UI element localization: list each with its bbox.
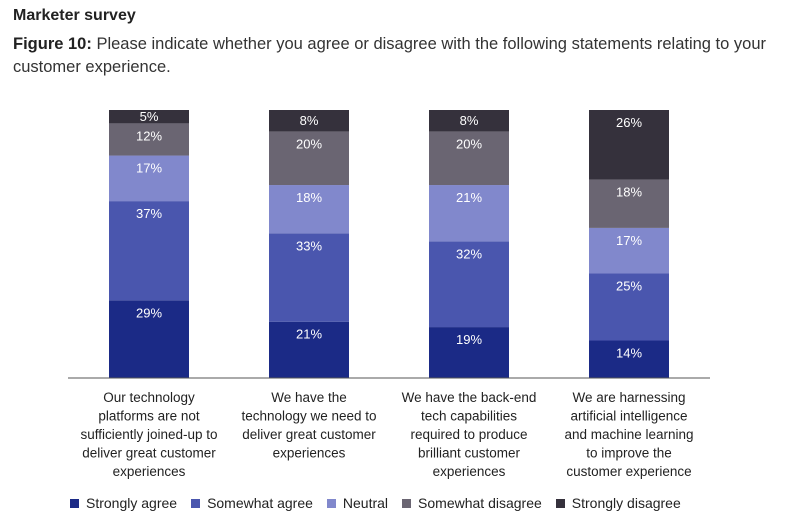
data-label: 20% bbox=[456, 136, 482, 151]
bar-segment-somewhat-agree-3 bbox=[429, 241, 509, 328]
legend-swatch bbox=[191, 498, 201, 508]
bar-segment-somewhat-disagree-4 bbox=[589, 179, 669, 228]
bar-segment-neutral-3 bbox=[429, 185, 509, 242]
legend-item-somewhat-agree: Somewhat agree bbox=[191, 495, 313, 511]
bar-segment-neutral-4 bbox=[589, 227, 669, 274]
bar-segment-strongly-agree-2 bbox=[269, 321, 349, 378]
bar-stack-3: 19% 32% 21% 20% 8% bbox=[429, 110, 509, 378]
legend-item-strongly-agree: Strongly agree bbox=[70, 495, 177, 511]
legend-label: Strongly disagree bbox=[571, 495, 681, 511]
bar-segment-strongly-disagree-4 bbox=[589, 110, 669, 180]
data-label: 33% bbox=[296, 238, 322, 253]
bar-segment-somewhat-disagree-3 bbox=[429, 131, 509, 186]
legend-swatch bbox=[326, 498, 336, 508]
legend-swatch bbox=[555, 498, 565, 508]
legend-swatch bbox=[402, 498, 412, 508]
data-label: 32% bbox=[456, 246, 482, 261]
data-label: 17% bbox=[616, 233, 642, 248]
figure-title: Figure 10: Please indicate whether you a… bbox=[13, 33, 783, 79]
figure-label: Figure 10: bbox=[13, 35, 92, 53]
legend-label: Strongly agree bbox=[86, 495, 178, 511]
category-label-3: We have the back-end tech capabilities req… bbox=[402, 390, 537, 479]
legend-label: Somewhat agree bbox=[207, 495, 313, 511]
bar-stack-4: 14% 25% 17% 18% 26% bbox=[589, 110, 669, 378]
category-label-1: Our technology platforms are not sufficien… bbox=[80, 390, 217, 479]
data-label: 8% bbox=[460, 113, 479, 128]
legend-label: Somewhat disagree bbox=[418, 495, 542, 511]
data-label: 29% bbox=[136, 305, 162, 320]
data-label: 17% bbox=[136, 161, 162, 176]
bar-segment-strongly-disagree-3 bbox=[429, 110, 509, 132]
legend-label: Neutral bbox=[342, 495, 389, 511]
bar-segment-strongly-disagree-1 bbox=[109, 110, 189, 124]
data-label: 21% bbox=[456, 190, 482, 205]
data-label: 14% bbox=[616, 345, 642, 360]
legend-item-strongly-disagree: Strongly disagree bbox=[555, 495, 681, 511]
bar-stack-1: 29% 37% 17% 12% 5% bbox=[109, 109, 189, 378]
bar-segment-strongly-agree-3 bbox=[429, 327, 509, 378]
figure-text: Please indicate whether you agree or dis… bbox=[13, 35, 767, 76]
data-label: 12% bbox=[136, 128, 162, 143]
bar-segment-somewhat-agree-1 bbox=[109, 201, 189, 301]
data-label: 18% bbox=[296, 190, 322, 205]
bar-segment-strongly-disagree-2 bbox=[269, 110, 349, 132]
bar-segment-strongly-agree-1 bbox=[109, 300, 189, 378]
legend-item-somewhat-disagree: Somewhat disagree bbox=[402, 495, 542, 511]
data-label: 18% bbox=[616, 185, 642, 200]
legend-item-neutral: Neutral bbox=[326, 495, 389, 511]
bar-segment-strongly-agree-4 bbox=[589, 340, 669, 378]
data-label: 21% bbox=[296, 327, 322, 342]
legend-swatch bbox=[70, 498, 79, 508]
bar-segment-somewhat-agree-2 bbox=[269, 233, 349, 322]
data-label: 8% bbox=[300, 113, 319, 128]
data-label: 25% bbox=[616, 278, 642, 293]
bar-stack-2: 21% 33% 18% 20% 8% bbox=[269, 110, 349, 378]
bar-segment-somewhat-disagree-2 bbox=[269, 131, 349, 186]
data-label: 20% bbox=[296, 136, 322, 151]
data-label: 37% bbox=[136, 206, 162, 221]
data-label: 19% bbox=[456, 332, 482, 347]
chart-kicker: Marketer survey bbox=[13, 7, 136, 24]
legend: Strongly agree Somewhat agree Neutral Somew… bbox=[70, 495, 681, 511]
category-label-4: We are harnessing artificial intelligence… bbox=[564, 390, 693, 479]
data-label: 26% bbox=[616, 115, 642, 130]
data-label: 5% bbox=[140, 109, 159, 124]
stacked-bar-chart: 29% 37% 17% 12% 5% Our technology platforms ar… bbox=[68, 109, 710, 479]
bar-segment-somewhat-agree-4 bbox=[589, 273, 669, 341]
category-label-2: We have the technology we need to deliver … bbox=[241, 390, 376, 461]
bar-segment-somewhat-disagree-1 bbox=[109, 123, 189, 156]
bar-segment-neutral-2 bbox=[269, 185, 349, 234]
bar-segment-neutral-1 bbox=[109, 155, 189, 202]
